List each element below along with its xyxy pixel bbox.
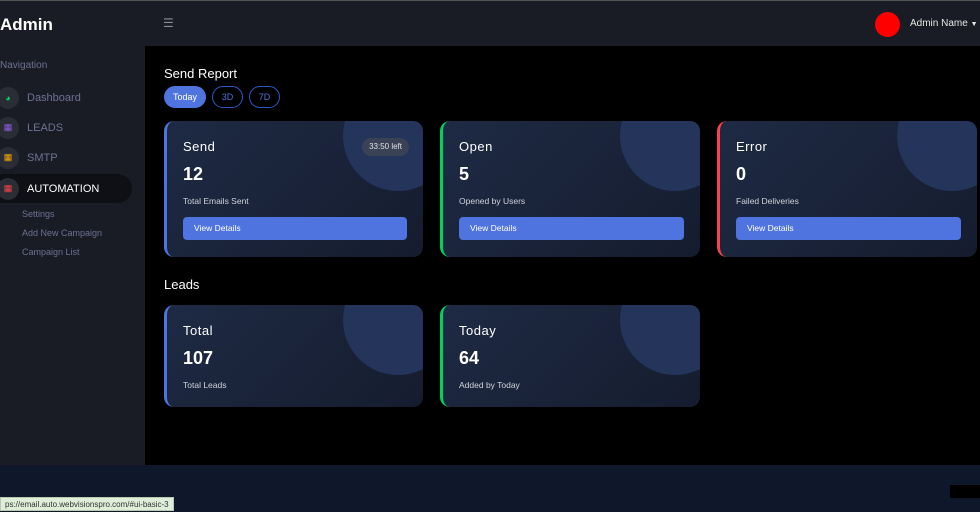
card-subtitle: Added by Today: [459, 380, 520, 390]
decorative-circle: [620, 305, 700, 375]
filter-today[interactable]: Today: [164, 86, 206, 108]
view-details-button[interactable]: View Details: [183, 217, 407, 240]
send-card: Send 33:50 left 12 Total Emails Sent Vie…: [164, 121, 423, 257]
contact-card-icon: ▦: [0, 177, 19, 200]
card-title: Send: [183, 139, 216, 154]
card-subtitle: Total Leads: [183, 380, 227, 390]
view-details-button[interactable]: View Details: [459, 217, 684, 240]
top-navbar: Admin ☰ Admin Name ▼: [0, 1, 980, 46]
total-leads-card: Total 107 Total Leads: [164, 305, 423, 407]
filter-7d[interactable]: 7D: [249, 86, 280, 108]
send-report-title: Send Report: [164, 66, 237, 81]
card-value: 0: [736, 164, 747, 184]
window-top-border: [0, 0, 980, 1]
hamburger-icon[interactable]: ☰: [163, 16, 174, 30]
avatar[interactable]: [875, 12, 900, 37]
contact-card-icon: ▦: [0, 146, 19, 169]
card-title: Today: [459, 323, 497, 338]
today-leads-card: Today 64 Added by Today: [440, 305, 700, 407]
leads-title: Leads: [164, 277, 200, 292]
caret-down-icon: ▼: [970, 21, 978, 28]
sidebar-item-smtp[interactable]: ▦ SMTP: [0, 143, 132, 172]
status-bar-url: ps://email.auto.webvisionspro.com/#ui-ba…: [0, 497, 174, 511]
sidebar-item-label: LEADS: [27, 121, 64, 134]
card-value: 64: [459, 348, 480, 368]
user-name: Admin Name: [910, 18, 968, 29]
sidebar-item-leads[interactable]: ▦ LEADS: [0, 113, 132, 142]
decorative-circle: [343, 121, 423, 191]
sidebar-item-dashboard[interactable]: ◕ Dashboard: [0, 83, 132, 112]
card-value: 5: [459, 164, 470, 184]
nav-section-label: Navigation: [0, 60, 48, 71]
time-left-badge: 33:50 left: [362, 138, 409, 156]
card-subtitle: Failed Deliveries: [736, 196, 799, 206]
decorative-circle: [620, 121, 700, 191]
filter-3d[interactable]: 3D: [212, 86, 243, 108]
open-card: Open 5 Opened by Users View Details: [440, 121, 700, 257]
card-title: Error: [736, 139, 768, 154]
sidebar-item-label: AUTOMATION: [27, 182, 100, 195]
card-title: Total: [183, 323, 213, 338]
sidebar-item-label: SMTP: [27, 151, 58, 164]
sidebar-item-automation[interactable]: ▦ AUTOMATION: [0, 174, 132, 203]
decorative-circle: [343, 305, 423, 375]
submenu-settings[interactable]: Settings: [22, 209, 55, 219]
card-subtitle: Opened by Users: [459, 196, 526, 206]
card-subtitle: Total Emails Sent: [183, 196, 249, 206]
user-menu[interactable]: Admin Name ▼: [910, 18, 978, 29]
error-card: Error 0 Failed Deliveries View Details: [717, 121, 977, 257]
submenu-add-new-campaign[interactable]: Add New Campaign: [22, 228, 103, 238]
submenu-campaign-list[interactable]: Campaign List: [22, 247, 80, 257]
view-details-button[interactable]: View Details: [736, 217, 961, 240]
footer-block: [950, 485, 980, 498]
card-value: 107: [183, 348, 214, 368]
sidebar: Navigation ◕ Dashboard ▦ LEADS ▦ SMTP ▦ AUTO…: [0, 46, 145, 465]
speedometer-icon: ◕: [0, 86, 19, 109]
contact-card-icon: ▦: [0, 116, 19, 139]
brand-logo[interactable]: Admin: [0, 15, 53, 34]
card-title: Open: [459, 139, 493, 154]
decorative-circle: [897, 121, 977, 191]
sidebar-item-label: Dashboard: [27, 91, 81, 104]
card-value: 12: [183, 164, 204, 184]
